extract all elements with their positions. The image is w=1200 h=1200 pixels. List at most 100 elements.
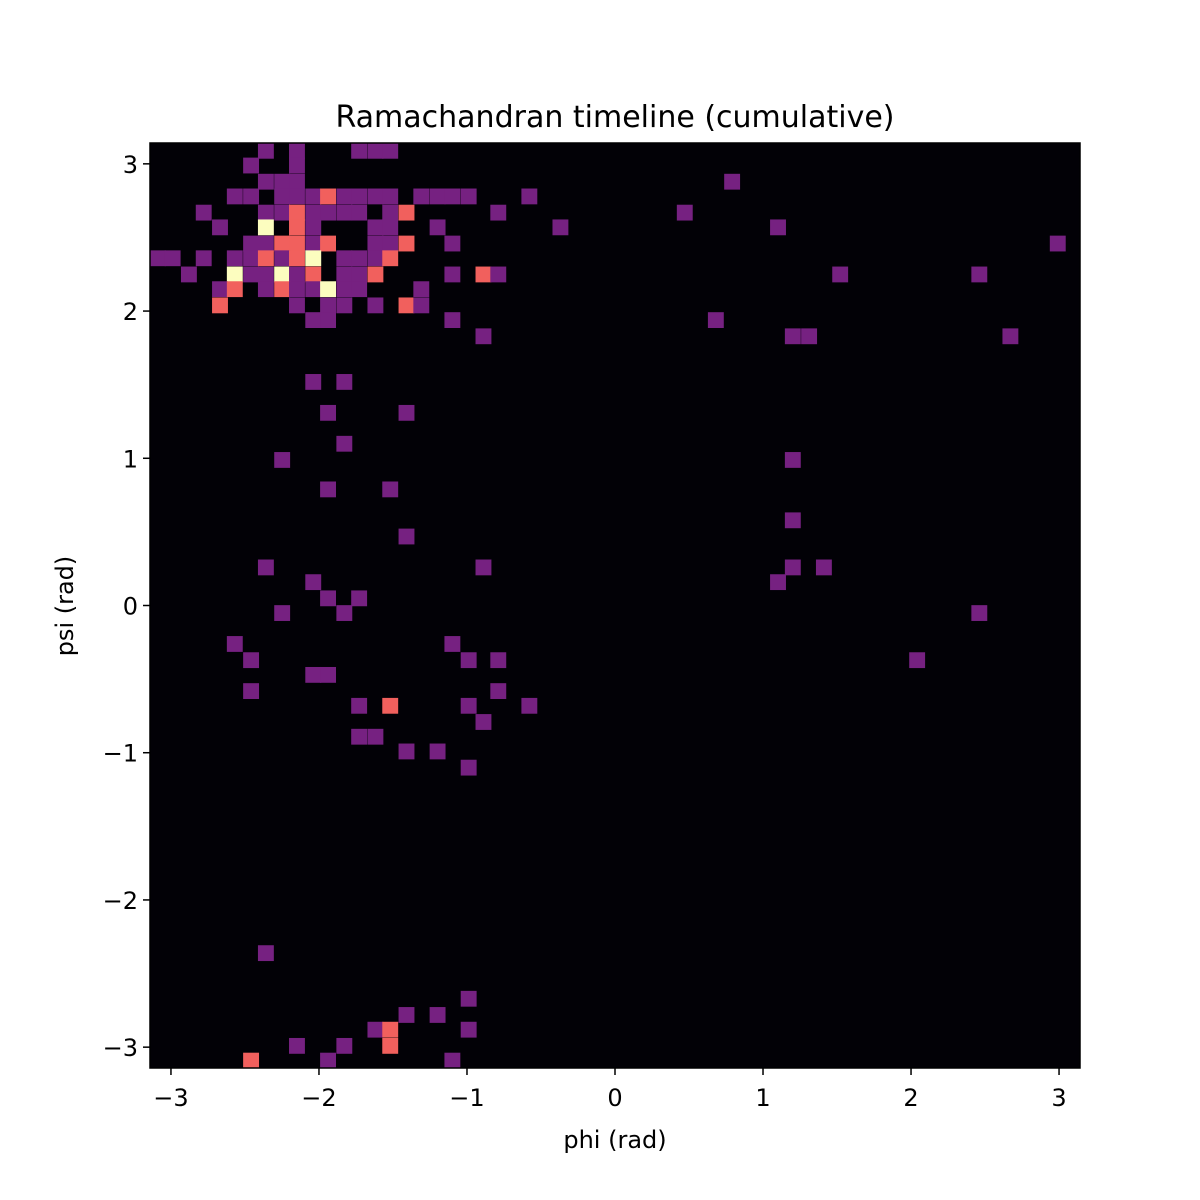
x-axis: −3 −2 −1 0 1 2 3 bbox=[153, 1068, 1067, 1112]
heatmap-cell bbox=[289, 204, 305, 221]
heatmap-cell bbox=[243, 652, 260, 669]
heatmap-cell bbox=[305, 312, 322, 329]
heatmap-cell bbox=[257, 204, 274, 221]
heatmap-cell bbox=[243, 683, 260, 699]
heatmap-cell bbox=[382, 235, 399, 252]
heatmap-cell bbox=[490, 266, 507, 283]
heatmap-cell bbox=[257, 266, 274, 283]
heatmap-cell bbox=[367, 297, 384, 314]
heatmap-cell bbox=[460, 990, 477, 1007]
x-axis-label: phi (rad) bbox=[563, 1126, 666, 1154]
heatmap-cell bbox=[320, 281, 336, 298]
plot-area bbox=[150, 143, 1080, 1068]
heatmap-cell bbox=[195, 204, 212, 221]
heatmap-cell bbox=[367, 266, 384, 283]
heatmap-cell bbox=[832, 266, 849, 283]
heatmap-cell bbox=[305, 204, 322, 221]
heatmap-cell bbox=[351, 281, 368, 298]
y-tick-label: 0 bbox=[123, 593, 138, 621]
heatmap-cell bbox=[195, 250, 212, 267]
heatmap-cell bbox=[305, 281, 322, 298]
heatmap-cell bbox=[212, 219, 228, 236]
y-tick-label: 2 bbox=[123, 298, 138, 326]
heatmap-cell bbox=[460, 652, 477, 669]
heatmap-cell bbox=[429, 219, 446, 236]
heatmap-cell bbox=[398, 743, 415, 760]
heatmap-cell bbox=[289, 219, 305, 236]
heatmap-cell bbox=[460, 759, 477, 776]
heatmap-cell bbox=[429, 1007, 446, 1023]
heatmap-cell bbox=[336, 605, 353, 621]
x-tick-label: 1 bbox=[755, 1084, 770, 1112]
heatmap-cell bbox=[320, 188, 336, 205]
heatmap-cell bbox=[257, 235, 274, 252]
heatmap-cell bbox=[382, 204, 399, 221]
heatmap-cell bbox=[336, 188, 353, 205]
heatmap-cell bbox=[398, 404, 415, 421]
heatmap-cell bbox=[305, 574, 322, 591]
heatmap-cell bbox=[274, 204, 291, 221]
heatmap-cell bbox=[909, 652, 926, 669]
heatmap-cell bbox=[243, 266, 260, 283]
heatmap-cell bbox=[351, 266, 368, 283]
heatmap-cell bbox=[149, 250, 166, 267]
heatmap-cell bbox=[164, 250, 181, 267]
heatmap-cell bbox=[475, 266, 492, 283]
heatmap-cell bbox=[521, 188, 538, 205]
heatmap-cell bbox=[707, 312, 724, 329]
heatmap-cell bbox=[413, 297, 430, 314]
heatmap-cell bbox=[289, 173, 305, 190]
heatmap-cell bbox=[212, 281, 228, 298]
heatmap-cell bbox=[382, 188, 399, 205]
heatmap-cell bbox=[243, 250, 260, 267]
heatmap-cell bbox=[289, 235, 305, 252]
heatmap-cell bbox=[274, 266, 291, 283]
heatmap-cell bbox=[320, 666, 336, 683]
heatmap-cell bbox=[226, 250, 243, 267]
heatmap-cell bbox=[274, 281, 291, 298]
x-tick-label: −1 bbox=[449, 1084, 484, 1112]
heatmap-cell bbox=[815, 559, 832, 576]
chart-title: Ramachandran timeline (cumulative) bbox=[335, 100, 894, 135]
y-tick-label: 1 bbox=[123, 445, 138, 473]
heatmap-cell bbox=[784, 328, 801, 345]
heatmap-cell bbox=[257, 142, 274, 159]
heatmap-cell bbox=[444, 188, 461, 205]
heatmap-cell bbox=[336, 297, 353, 314]
y-tick-label: −2 bbox=[103, 887, 138, 915]
heatmap-cell bbox=[274, 250, 291, 267]
heatmap-cell bbox=[336, 281, 353, 298]
heatmap-cell bbox=[475, 559, 492, 576]
heatmap-cell bbox=[320, 204, 336, 221]
heatmap-cell bbox=[257, 281, 274, 298]
heatmap-cell bbox=[305, 235, 322, 252]
heatmap-cell bbox=[367, 250, 384, 267]
heatmap-cell bbox=[382, 142, 399, 159]
heatmap-cell bbox=[724, 173, 741, 190]
heatmap-cell bbox=[274, 173, 291, 190]
heatmap-cell bbox=[320, 1052, 336, 1069]
heatmap-cell bbox=[801, 328, 818, 345]
heatmap-cell bbox=[320, 590, 336, 607]
heatmap-cell bbox=[1049, 235, 1066, 252]
heatmap-cell bbox=[320, 235, 336, 252]
heatmap-cell bbox=[971, 605, 988, 621]
heatmap-cell bbox=[367, 728, 384, 745]
heatmap-cell bbox=[784, 512, 801, 529]
heatmap-cell bbox=[429, 743, 446, 760]
heatmap-cell bbox=[490, 204, 507, 221]
heatmap-cell bbox=[320, 481, 336, 498]
heatmap-cell bbox=[351, 697, 368, 714]
heatmap-cell bbox=[305, 250, 322, 267]
heatmap-cell bbox=[336, 1037, 353, 1054]
heatmap-cell bbox=[784, 452, 801, 468]
heatmap-cell bbox=[226, 266, 243, 283]
heatmap-cell bbox=[257, 250, 274, 267]
heatmap-cell bbox=[336, 374, 353, 390]
heatmap-cell bbox=[180, 266, 197, 283]
heatmap-cell bbox=[305, 219, 322, 236]
heatmap-cell bbox=[490, 683, 507, 699]
heatmap-cell bbox=[351, 250, 368, 267]
heatmap-cell bbox=[320, 312, 336, 329]
